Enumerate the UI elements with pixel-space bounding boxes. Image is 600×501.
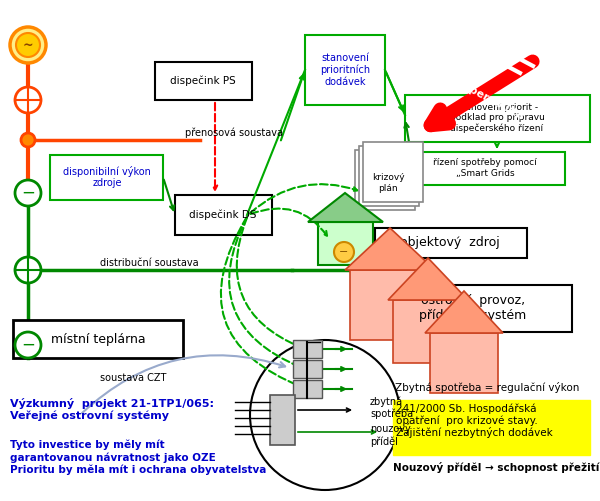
FancyBboxPatch shape — [175, 195, 272, 235]
Text: Nouzový příděl → schopnost přežití: Nouzový příděl → schopnost přežití — [393, 462, 599, 473]
FancyBboxPatch shape — [270, 395, 295, 445]
Polygon shape — [425, 291, 503, 333]
Text: interoperabilita: interoperabilita — [434, 68, 526, 122]
Ellipse shape — [16, 33, 40, 57]
Text: Tyto investice by měly mít
garantovanou návratnost jako OZE
Prioritu by měla mít: Tyto investice by měly mít garantovanou … — [10, 440, 266, 475]
FancyBboxPatch shape — [359, 146, 419, 206]
FancyBboxPatch shape — [405, 152, 565, 185]
FancyBboxPatch shape — [293, 360, 322, 378]
Text: soustava CZT: soustava CZT — [100, 373, 166, 383]
FancyBboxPatch shape — [318, 222, 373, 265]
Text: objektový  zdroj: objektový zdroj — [400, 236, 500, 249]
Text: disponibilní výkon
zdroje: disponibilní výkon zdroje — [63, 166, 151, 188]
Text: místní teplárna: místní teplárna — [50, 333, 145, 346]
Text: dispečink PS: dispečink PS — [170, 76, 236, 86]
Text: krizový
plán: krizový plán — [371, 173, 404, 193]
FancyBboxPatch shape — [355, 150, 415, 210]
Text: dispečink DS: dispečink DS — [189, 210, 257, 220]
FancyBboxPatch shape — [405, 95, 590, 142]
Text: Zbytná spotřeba = regulační výkon: Zbytná spotřeba = regulační výkon — [395, 382, 580, 393]
FancyBboxPatch shape — [350, 270, 430, 340]
Text: ostrovní  provoz,
přídělový systém: ostrovní provoz, přídělový systém — [419, 294, 527, 322]
FancyBboxPatch shape — [13, 320, 183, 358]
Ellipse shape — [10, 27, 46, 63]
FancyBboxPatch shape — [155, 62, 252, 100]
Text: ~: ~ — [23, 39, 34, 52]
Text: přenosová soustava: přenosová soustava — [185, 128, 283, 138]
FancyBboxPatch shape — [293, 380, 322, 398]
Ellipse shape — [250, 340, 400, 490]
FancyBboxPatch shape — [363, 142, 423, 202]
Text: zbytná
spotřeba: zbytná spotřeba — [370, 397, 413, 419]
Text: stanovení
prioritních
dodávek: stanovení prioritních dodávek — [320, 53, 370, 87]
Text: −: − — [340, 247, 349, 257]
Text: distribuční soustava: distribuční soustava — [100, 258, 199, 268]
Text: Stanovení priorit -
podklad pro přípravu
dispečerského řízení: Stanovení priorit - podklad pro přípravu… — [449, 103, 544, 133]
Ellipse shape — [15, 180, 41, 206]
FancyBboxPatch shape — [293, 340, 322, 358]
FancyBboxPatch shape — [393, 400, 590, 455]
Ellipse shape — [15, 332, 41, 358]
Text: −: − — [21, 184, 35, 202]
Text: řízení spotřeby pomocí
„Smart Grids: řízení spotřeby pomocí „Smart Grids — [433, 158, 537, 178]
Polygon shape — [308, 193, 383, 222]
FancyBboxPatch shape — [305, 35, 385, 105]
Text: Výzkumný  projekt 21-1TP1/065:
Veřejné ostrovní systémy: Výzkumný projekt 21-1TP1/065: Veřejné os… — [10, 398, 214, 421]
Ellipse shape — [15, 257, 41, 283]
Polygon shape — [388, 258, 468, 300]
Text: −: − — [21, 336, 35, 354]
Text: 241/2000 Sb. Hospodářská
opatření  pro krizové stavy.
Zajištění nezbytných dodáv: 241/2000 Sb. Hospodářská opatření pro kr… — [396, 403, 553, 438]
FancyBboxPatch shape — [393, 300, 463, 363]
FancyBboxPatch shape — [375, 285, 572, 332]
FancyBboxPatch shape — [50, 155, 163, 200]
Ellipse shape — [334, 242, 354, 262]
FancyBboxPatch shape — [375, 228, 527, 258]
FancyBboxPatch shape — [430, 333, 498, 393]
Ellipse shape — [15, 87, 41, 113]
Text: nouzový
příděl: nouzový příděl — [370, 423, 411, 446]
Ellipse shape — [21, 133, 35, 147]
Polygon shape — [345, 228, 435, 270]
